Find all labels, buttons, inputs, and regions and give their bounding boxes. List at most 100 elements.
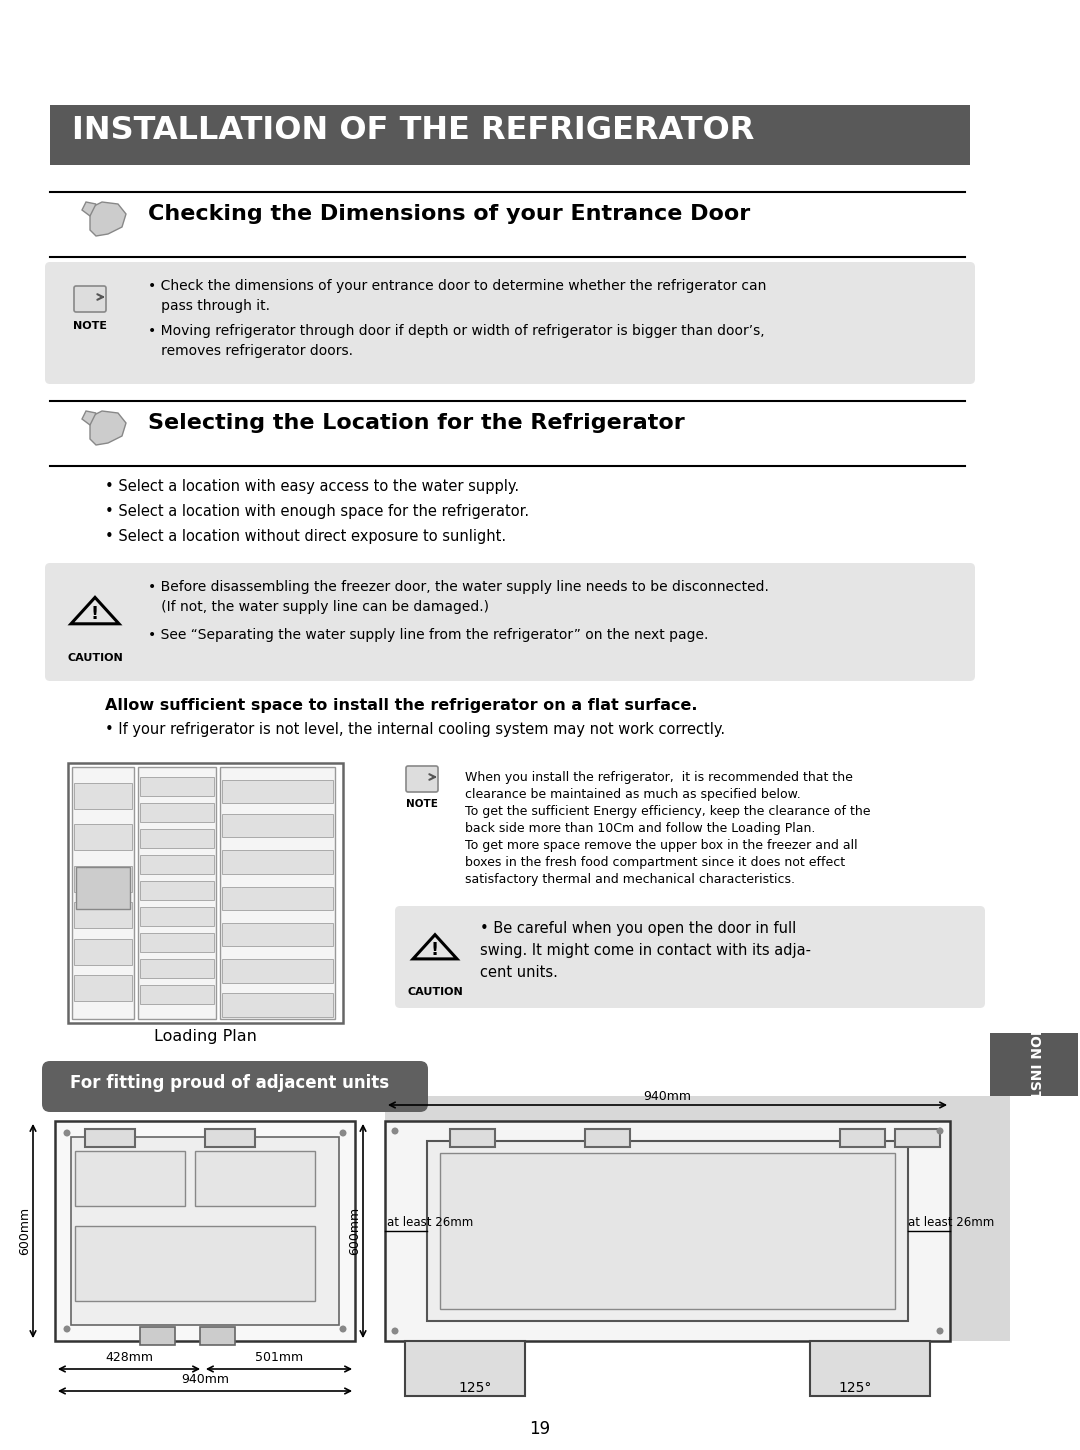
Text: !: !	[91, 605, 99, 624]
Bar	[195, 1151, 315, 1206]
Text: INSTALLATION INSTRUCTIONS: INSTALLATION INSTRUCTIONS	[1027, 947, 1041, 1180]
Bar	[140, 960, 214, 977]
Bar	[75, 974, 132, 1000]
Bar	[76, 867, 130, 909]
Text: boxes in the fresh food compartment since it does not effect: boxes in the fresh food compartment sinc…	[465, 856, 846, 869]
Polygon shape	[90, 410, 126, 445]
Text: 428mm: 428mm	[105, 1351, 153, 1364]
Text: 19: 19	[529, 1420, 551, 1438]
Text: To get more space remove the upper box in the freezer and all: To get more space remove the upper box i…	[465, 840, 858, 853]
Bar	[384, 1121, 950, 1341]
Text: (If not, the water supply line can be damaged.): (If not, the water supply line can be da…	[148, 600, 489, 613]
Polygon shape	[90, 202, 126, 236]
Text: at least 26mm: at least 26mm	[387, 1217, 473, 1230]
Circle shape	[95, 212, 114, 232]
Bar	[405, 1341, 525, 1396]
Text: clearance be maintained as much as specified below.: clearance be maintained as much as speci…	[465, 787, 800, 800]
FancyBboxPatch shape	[42, 1061, 428, 1112]
Bar	[140, 829, 214, 848]
Bar	[200, 1327, 235, 1346]
Bar	[140, 908, 214, 925]
Text: removes refrigerator doors.: removes refrigerator doors.	[148, 344, 353, 358]
Bar	[384, 1096, 1010, 1341]
Text: • Check the dimensions of your entrance door to determine whether the refrigerat: • Check the dimensions of your entrance …	[148, 278, 767, 293]
Bar	[140, 1327, 175, 1346]
Text: 940mm: 940mm	[643, 1090, 691, 1103]
Bar	[585, 1130, 630, 1147]
Text: CAUTION: CAUTION	[407, 987, 463, 998]
Text: NOTE: NOTE	[406, 799, 437, 809]
Bar	[222, 960, 333, 983]
Text: 600mm: 600mm	[348, 1206, 361, 1256]
Bar	[68, 763, 343, 1024]
Bar	[220, 767, 335, 1019]
Bar	[222, 993, 333, 1016]
FancyBboxPatch shape	[406, 766, 438, 792]
Bar	[895, 1130, 940, 1147]
Polygon shape	[82, 410, 96, 425]
FancyBboxPatch shape	[45, 262, 975, 384]
Bar	[810, 1341, 930, 1396]
Text: cent units.: cent units.	[480, 966, 558, 980]
Circle shape	[391, 1128, 399, 1134]
Bar	[205, 1130, 255, 1147]
Text: • Select a location with enough space for the refrigerator.: • Select a location with enough space fo…	[105, 505, 529, 519]
Text: 501mm: 501mm	[255, 1351, 303, 1364]
Bar	[55, 1121, 355, 1341]
Text: NOTE: NOTE	[73, 320, 107, 331]
Text: • See “Separating the water supply line from the refrigerator” on the next page.: • See “Separating the water supply line …	[148, 628, 708, 642]
Circle shape	[339, 1130, 347, 1137]
Bar	[450, 1130, 495, 1147]
Bar	[50, 104, 970, 165]
Circle shape	[339, 1325, 347, 1333]
Bar	[75, 938, 132, 964]
Bar	[71, 1137, 339, 1325]
Bar	[140, 986, 214, 1003]
Bar	[140, 777, 214, 796]
Text: When you install the refrigerator,  it is recommended that the: When you install the refrigerator, it is…	[465, 771, 853, 784]
FancyBboxPatch shape	[75, 286, 106, 312]
Bar	[140, 934, 214, 951]
Text: To get the sufficient Energy efficiency, keep the clearance of the: To get the sufficient Energy efficiency,…	[465, 805, 870, 818]
Bar	[75, 783, 132, 809]
Text: 125°: 125°	[838, 1380, 872, 1395]
Polygon shape	[82, 202, 96, 216]
Text: • Be careful when you open the door in full: • Be careful when you open the door in f…	[480, 921, 796, 937]
Bar	[140, 803, 214, 822]
Text: !: !	[431, 941, 440, 958]
Bar	[222, 850, 333, 873]
Bar	[72, 767, 134, 1019]
Text: satisfactory thermal and mechanical characteristics.: satisfactory thermal and mechanical char…	[465, 873, 795, 886]
Text: 940mm: 940mm	[181, 1373, 229, 1386]
Bar	[140, 882, 214, 899]
Text: 125°: 125°	[458, 1380, 491, 1395]
Bar	[222, 924, 333, 947]
Bar	[222, 886, 333, 911]
Text: at least 26mm: at least 26mm	[908, 1217, 995, 1230]
Text: INSTALLATION OF THE REFRIGERATOR: INSTALLATION OF THE REFRIGERATOR	[72, 115, 754, 146]
Bar	[75, 824, 132, 850]
Bar	[427, 1141, 908, 1321]
Circle shape	[64, 1325, 70, 1333]
Bar	[840, 1130, 885, 1147]
Text: swing. It might come in contact with its adja-: swing. It might come in contact with its…	[480, 942, 811, 958]
Text: • Moving refrigerator through door if depth or width of refrigerator is bigger t: • Moving refrigerator through door if de…	[148, 323, 765, 338]
Text: 600mm: 600mm	[18, 1206, 31, 1256]
Bar	[75, 1227, 315, 1301]
Text: pass through it.: pass through it.	[148, 299, 270, 313]
Bar	[990, 1032, 1078, 1096]
Text: CAUTION: CAUTION	[67, 652, 123, 663]
Bar	[222, 813, 333, 837]
Text: For fitting proud of adjacent units: For fitting proud of adjacent units	[70, 1074, 389, 1092]
Bar	[75, 866, 132, 892]
Bar	[440, 1153, 895, 1309]
Bar	[138, 767, 216, 1019]
Text: • Select a location with easy access to the water supply.: • Select a location with easy access to …	[105, 478, 519, 494]
Circle shape	[391, 1328, 399, 1334]
Bar	[85, 1130, 135, 1147]
Bar	[140, 856, 214, 873]
Bar	[75, 1151, 185, 1206]
Text: • If your refrigerator is not level, the internal cooling system may not work co: • If your refrigerator is not level, the…	[105, 722, 725, 737]
FancyBboxPatch shape	[45, 563, 975, 682]
FancyBboxPatch shape	[395, 906, 985, 1008]
